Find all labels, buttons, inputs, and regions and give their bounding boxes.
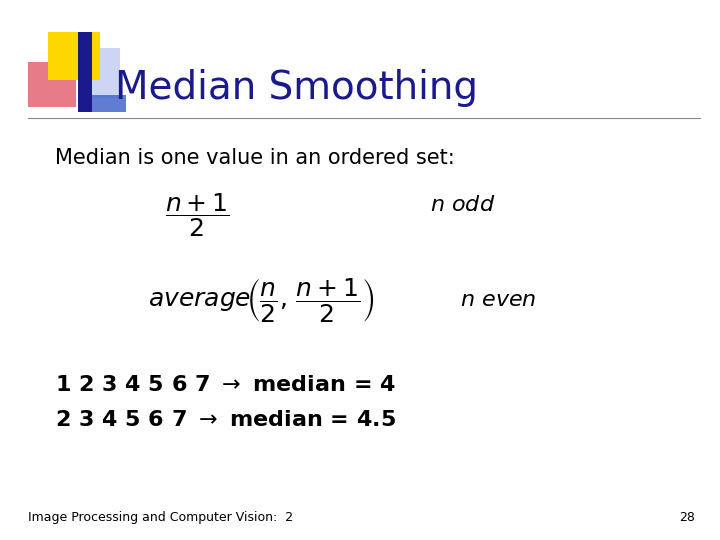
Text: 1 2 3 4 5 6 7 $\rightarrow$ median = 4: 1 2 3 4 5 6 7 $\rightarrow$ median = 4 bbox=[55, 375, 396, 395]
Bar bbox=[90, 48, 120, 98]
Text: $n\ even$: $n\ even$ bbox=[460, 289, 536, 311]
Text: Image Processing and Computer Vision:  2: Image Processing and Computer Vision: 2 bbox=[28, 511, 293, 524]
Text: $average\!\left(\dfrac{n}{2},\,\dfrac{n+1}{2}\right)$: $average\!\left(\dfrac{n}{2},\,\dfrac{n+… bbox=[148, 276, 374, 324]
Text: Median Smoothing: Median Smoothing bbox=[115, 69, 478, 107]
Text: $n\ odd$: $n\ odd$ bbox=[430, 194, 495, 216]
Text: Median is one value in an ordered set:: Median is one value in an ordered set: bbox=[55, 148, 455, 168]
Bar bbox=[28, 62, 76, 107]
Text: 2 3 4 5 6 7 $\rightarrow$ median = 4.5: 2 3 4 5 6 7 $\rightarrow$ median = 4.5 bbox=[55, 410, 396, 430]
Text: $\dfrac{n+1}{2}$: $\dfrac{n+1}{2}$ bbox=[165, 191, 230, 239]
Bar bbox=[48, 32, 100, 80]
Bar bbox=[78, 32, 92, 112]
Bar bbox=[78, 95, 126, 112]
Text: 28: 28 bbox=[679, 511, 695, 524]
